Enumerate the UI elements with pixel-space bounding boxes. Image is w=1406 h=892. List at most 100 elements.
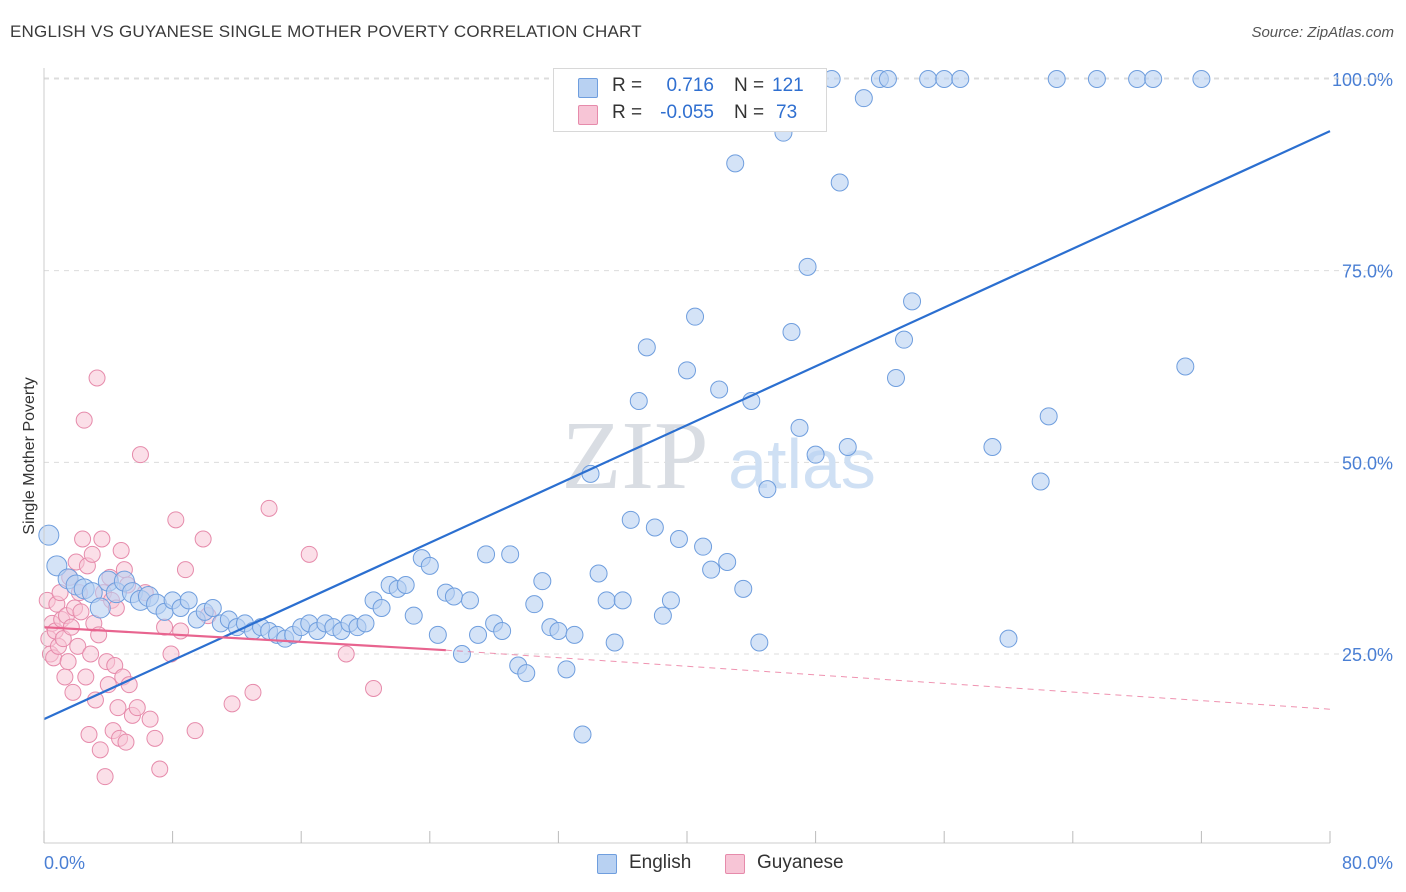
watermark-atlas: atlas	[728, 425, 876, 503]
english-point	[999, 629, 1018, 648]
guyanese-point	[176, 561, 194, 579]
x-tick-label-min: 0.0%	[44, 853, 85, 873]
guyanese-point	[59, 653, 77, 671]
guyanese-r-value: -0.055	[660, 102, 714, 123]
legend-english-swatch	[597, 854, 617, 874]
english-point	[806, 445, 825, 464]
english-point	[605, 633, 624, 652]
english-point	[477, 545, 496, 564]
guyanese-point	[131, 446, 149, 464]
english-n-value: 121	[772, 75, 804, 96]
english-point	[653, 606, 672, 625]
english-point	[420, 556, 439, 575]
english-point	[629, 392, 648, 410]
guyanese-point	[106, 657, 124, 674]
english-point	[758, 480, 777, 499]
english-point	[621, 510, 640, 529]
english-point	[396, 576, 415, 594]
english-point	[89, 597, 111, 619]
guyanese-point	[80, 726, 98, 743]
guyanese-point	[93, 530, 111, 548]
legend-guyanese-label: Guyanese	[757, 852, 844, 873]
english-point	[533, 572, 552, 591]
english-point	[686, 307, 705, 326]
r-label: R =	[612, 102, 643, 123]
english-point	[38, 524, 60, 546]
guyanese-point	[109, 699, 127, 717]
english-point	[661, 591, 680, 610]
guyanese-point	[151, 760, 169, 778]
guyanese-point	[64, 683, 82, 701]
english-point	[404, 606, 423, 625]
guyanese-point	[83, 545, 101, 563]
guyanese-point	[141, 710, 159, 728]
english-point	[854, 89, 873, 108]
guyanese-point	[56, 668, 74, 686]
english-point	[718, 553, 737, 571]
y-tick-label: 100.0%	[1332, 70, 1393, 90]
guyanese-point	[194, 530, 212, 548]
english-point	[1087, 70, 1106, 88]
english-point	[460, 591, 479, 610]
english-point	[782, 323, 801, 341]
english-point	[886, 369, 905, 387]
english-point	[1047, 70, 1066, 88]
english-point	[678, 361, 696, 380]
english-point	[935, 70, 954, 88]
x-tick-label-max: 80.0%	[1342, 853, 1393, 873]
y-tick-label: 50.0%	[1342, 453, 1393, 473]
guyanese-n-value: 73	[776, 102, 798, 123]
guyanese-point	[112, 542, 130, 559]
guyanese-point	[244, 683, 262, 701]
english-point	[1144, 70, 1163, 88]
english-point	[573, 725, 592, 744]
english-point	[1192, 70, 1211, 88]
guyanese-point	[365, 680, 383, 697]
y-tick-label: 25.0%	[1342, 645, 1393, 665]
english-point	[525, 595, 544, 614]
guyanese-point	[117, 733, 135, 751]
english-r-value: 0.716	[666, 75, 714, 96]
english-point	[1128, 70, 1147, 88]
guyanese-point	[77, 668, 95, 686]
guyanese-point	[186, 722, 204, 740]
guyanese-point	[337, 645, 355, 663]
guyanese-point	[75, 411, 93, 429]
english-point	[669, 530, 688, 548]
guyanese-point	[146, 729, 164, 747]
guyanese-point	[82, 645, 100, 663]
english-point	[581, 464, 600, 483]
y-axis-label: Single Mother Poverty	[21, 377, 38, 534]
guyanese-point	[300, 545, 318, 563]
english-swatch	[578, 78, 598, 98]
watermark-zip: ZIP	[562, 402, 709, 510]
guyanese-point	[128, 699, 146, 717]
english-point	[919, 70, 938, 88]
english-point	[903, 292, 922, 311]
guyanese-point	[172, 622, 190, 640]
stats-row-english: R = 0.716 N = 121	[554, 75, 826, 103]
y-tick-label: 75.0%	[1342, 262, 1393, 282]
guyanese-point	[91, 741, 109, 759]
english-point	[203, 599, 222, 617]
english-point	[798, 257, 817, 276]
english-point	[895, 330, 914, 349]
english-point	[517, 664, 536, 683]
english-point	[878, 70, 897, 88]
english-point	[493, 622, 512, 640]
english-point	[750, 633, 769, 652]
stats-row-guyanese: R = -0.055 N = 73	[554, 102, 826, 130]
english-point	[710, 380, 729, 399]
guyanese-point	[69, 637, 87, 655]
guyanese-point	[72, 603, 90, 621]
english-point	[428, 625, 447, 644]
english-point	[838, 438, 857, 456]
english-point	[1031, 472, 1050, 491]
english-point	[1176, 357, 1195, 376]
english-point	[501, 545, 520, 564]
guyanese-swatch	[578, 105, 598, 125]
source-label: Source: ZipAtlas.com	[1251, 24, 1394, 41]
english-point	[452, 645, 471, 663]
english-point	[444, 587, 463, 606]
